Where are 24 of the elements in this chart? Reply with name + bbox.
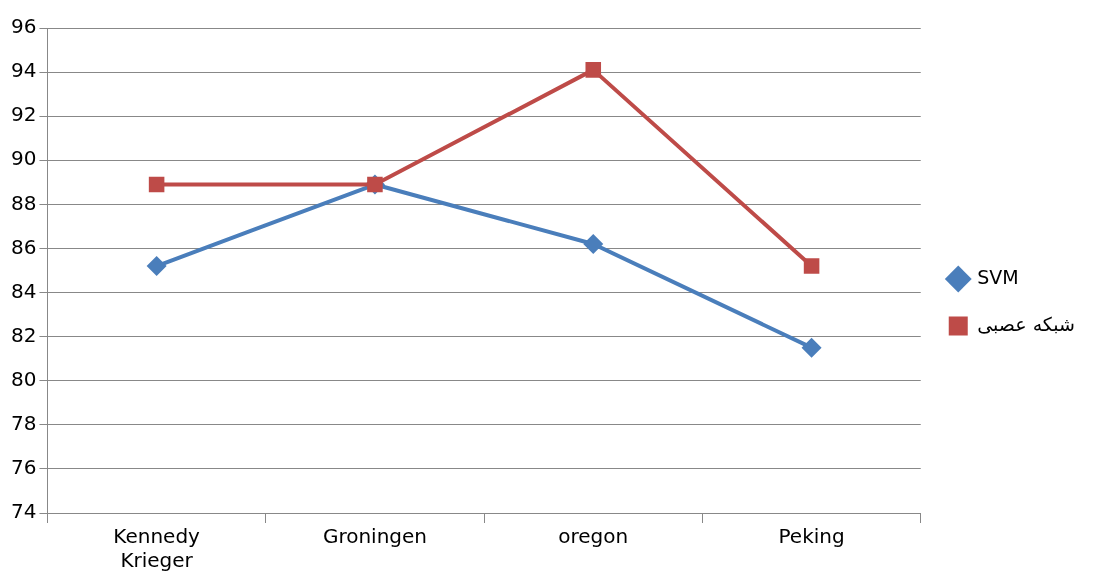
point xyxy=(148,176,165,193)
point xyxy=(583,234,604,255)
y-tick-label: 90 xyxy=(11,146,37,171)
legend-label: SVM xyxy=(977,265,1019,288)
y-tick-label: 74 xyxy=(11,499,37,524)
y-tick-label: 88 xyxy=(11,190,37,215)
legend-label: شبکه عصبی xyxy=(977,312,1076,335)
point xyxy=(146,256,167,277)
y-tick-label: 80 xyxy=(11,366,37,391)
y-tick-label: 84 xyxy=(11,278,37,303)
y-tick-label: 92 xyxy=(11,102,37,127)
y-tick-label: 76 xyxy=(11,455,37,480)
y-tick-label: 86 xyxy=(11,234,37,259)
point xyxy=(803,258,820,274)
x-tick-label: Peking xyxy=(778,524,845,549)
x-tick-label: Kennedy Krieger xyxy=(113,524,201,573)
y-tick-label: 96 xyxy=(11,14,37,39)
y-tick-label: 82 xyxy=(11,322,37,347)
point xyxy=(585,62,602,78)
y-tick-label: 78 xyxy=(11,411,37,436)
x-tick-label: Groningen xyxy=(322,524,427,549)
y-tick-label: 94 xyxy=(11,58,37,83)
x-tick-label: oregon xyxy=(558,524,629,549)
point xyxy=(801,337,822,358)
